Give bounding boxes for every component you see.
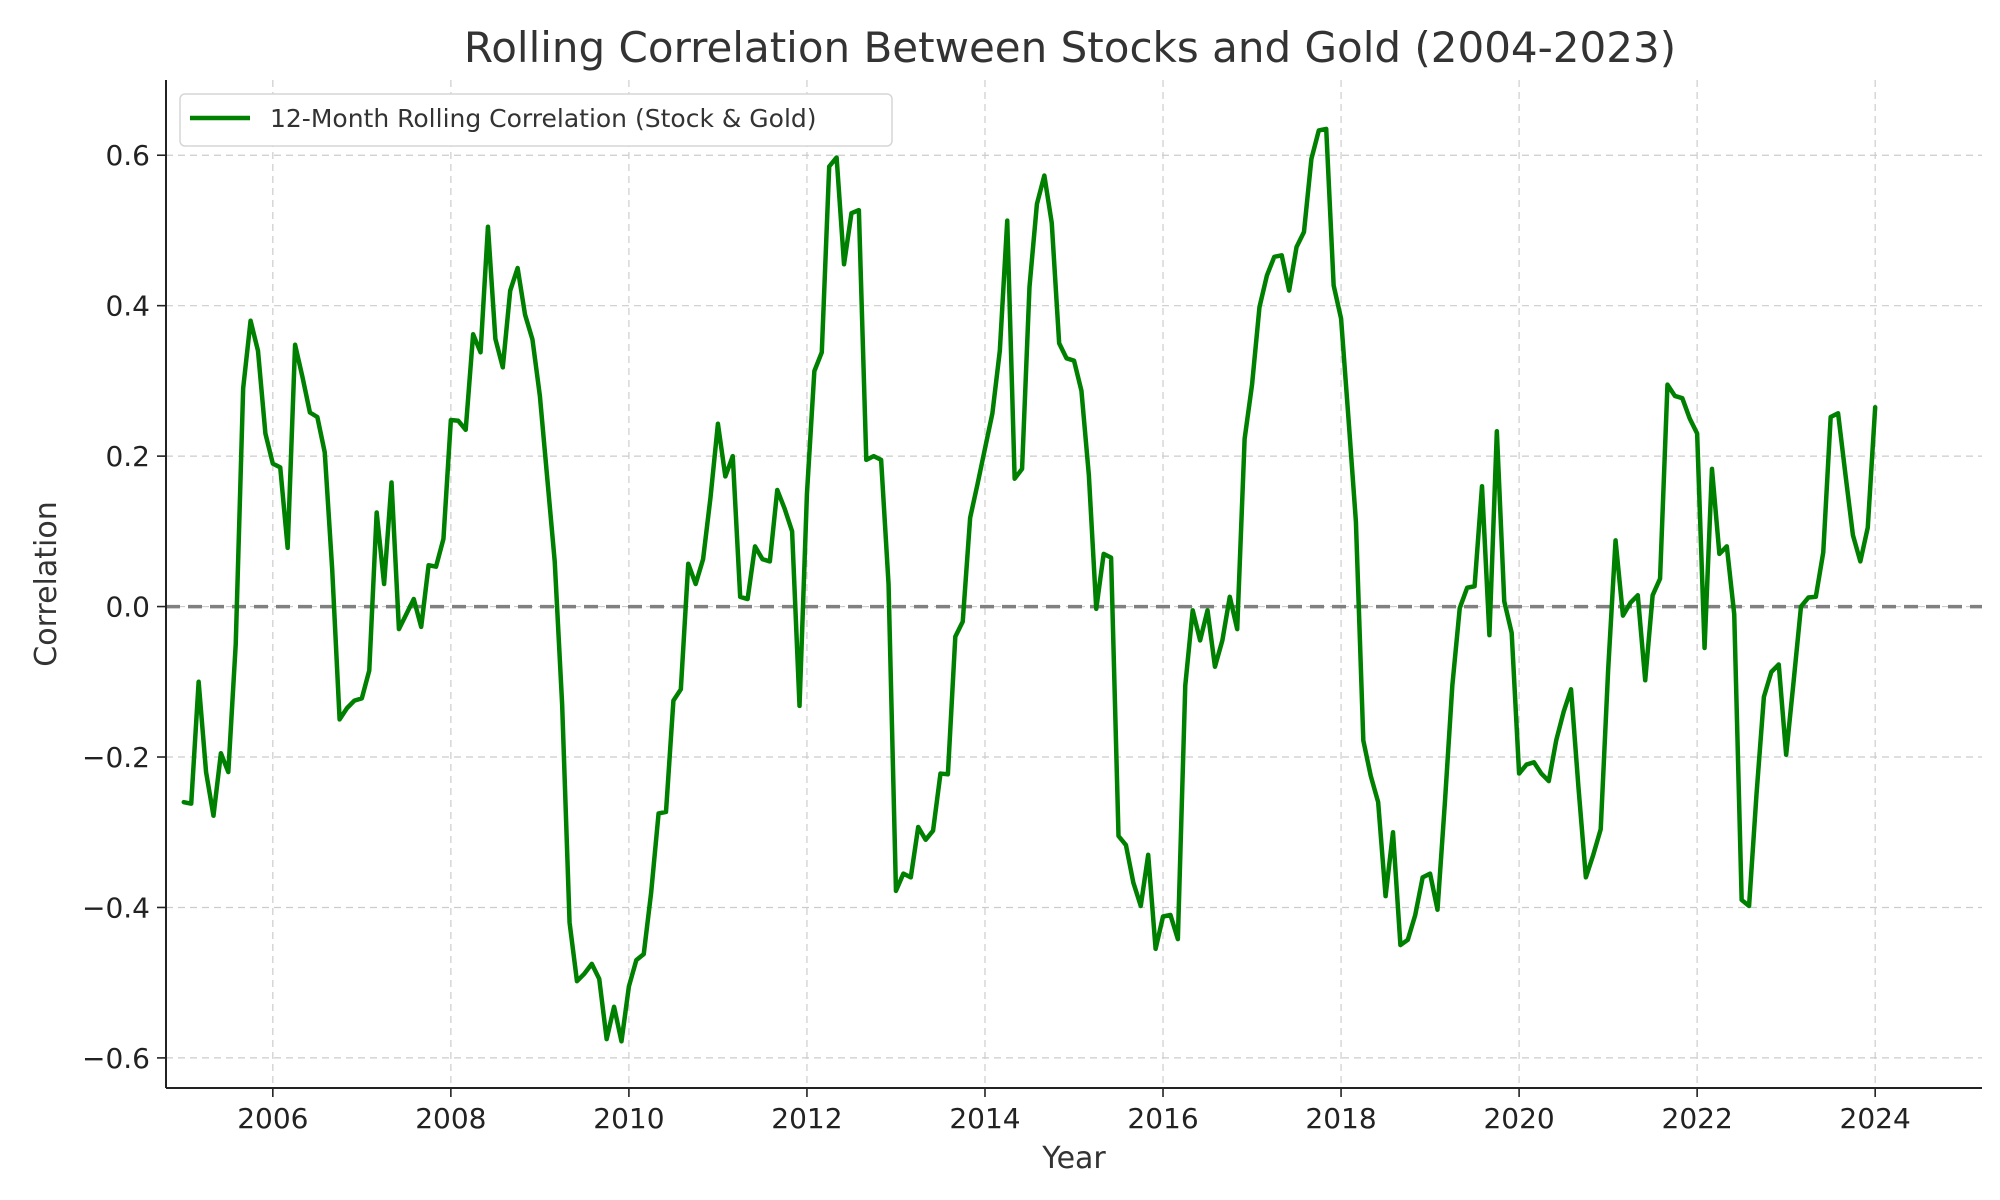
series-lines [181, 126, 1878, 1044]
gridlines [166, 80, 1982, 1088]
series-line-rolling-correlation [181, 126, 1878, 1044]
x-axis-label: Year [1041, 1141, 1106, 1176]
y-tick-label: −0.4 [82, 891, 150, 924]
y-tick-label: 0.4 [105, 290, 150, 323]
y-axis-label: Correlation [29, 501, 64, 666]
legend: 12-Month Rolling Correlation (Stock & Go… [179, 93, 893, 147]
y-tick-label: 0.2 [105, 440, 150, 473]
y-axis-ticks: −0.6 −0.4 −0.2 0.0 0.2 0.4 0.6 [82, 139, 166, 1075]
axes-spines [165, 80, 1982, 1089]
y-tick-label: 0.0 [105, 591, 150, 624]
y-tick-label: −0.2 [82, 741, 150, 774]
x-axis-ticks: 2006 2008 2010 2012 2014 2016 2018 2020 2022 2024 [237, 1088, 1911, 1135]
x-tick-label: 2012 [771, 1102, 842, 1135]
x-tick-label: 2020 [1483, 1102, 1554, 1135]
x-tick-label: 2006 [237, 1102, 308, 1135]
y-tick-label: 0.6 [105, 139, 150, 172]
legend-label: 12-Month Rolling Correlation (Stock & Go… [270, 104, 817, 133]
x-tick-label: 2016 [1127, 1102, 1198, 1135]
x-tick-label: 2024 [1840, 1102, 1911, 1135]
legend-box [179, 93, 893, 147]
x-tick-label: 2018 [1305, 1102, 1376, 1135]
x-tick-label: 2008 [415, 1102, 486, 1135]
y-tick-label: −0.6 [82, 1042, 150, 1075]
x-tick-label: 2022 [1662, 1102, 1733, 1135]
x-tick-label: 2010 [593, 1102, 664, 1135]
chart-title: Rolling Correlation Between Stocks and G… [464, 23, 1676, 72]
x-tick-label: 2014 [949, 1102, 1020, 1135]
